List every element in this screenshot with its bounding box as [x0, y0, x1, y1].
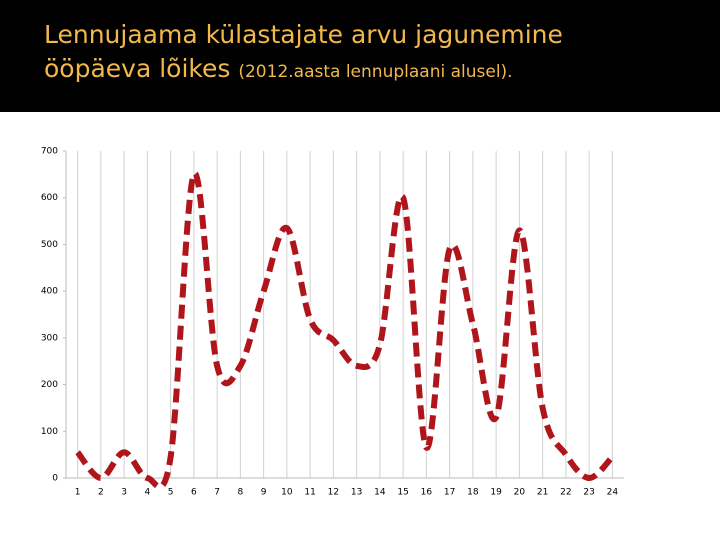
y-tick-label: 700: [41, 147, 58, 157]
x-tick-label: 1: [75, 488, 81, 498]
y-tick-label: 600: [41, 193, 58, 203]
y-tick-label: 500: [41, 240, 58, 250]
x-tick-label: 8: [238, 488, 244, 498]
x-tick-label: 17: [444, 488, 455, 498]
x-tick-label: 18: [467, 488, 479, 498]
y-tick-label: 300: [41, 333, 58, 343]
x-tick-label: 6: [191, 488, 197, 498]
y-tick-label: 200: [41, 380, 58, 390]
x-tick-label: 10: [281, 488, 293, 498]
x-tick-label: 19: [490, 488, 502, 498]
x-tick-label: 4: [145, 488, 151, 498]
x-tick-label: 24: [607, 488, 619, 498]
x-tick-label: 12: [328, 488, 339, 498]
y-tick-label: 100: [41, 427, 58, 437]
x-tick-label: 11: [304, 488, 315, 498]
x-tick-label: 3: [121, 488, 127, 498]
x-tick-label: 20: [514, 488, 526, 498]
y-tick-label: 0: [52, 474, 58, 484]
x-tick-label: 2: [98, 488, 104, 498]
chart-title: Lennujaama külastajate arvu jagunemine ö…: [44, 20, 563, 83]
x-tick-label: 15: [397, 488, 408, 498]
x-tick-label: 9: [261, 488, 267, 498]
x-tick-label: 14: [374, 488, 386, 498]
title-block: Lennujaama külastajate arvu jagunemine ö…: [44, 18, 644, 89]
x-tick-label: 5: [168, 488, 174, 498]
x-tick-label: 16: [421, 488, 433, 498]
x-tick-label: 22: [560, 488, 571, 498]
x-tick-label: 23: [583, 488, 594, 498]
x-tick-label: 13: [351, 488, 362, 498]
x-tick-label: 7: [214, 488, 220, 498]
chart-subtitle: (2012.aasta lennuplaani alusel).: [238, 62, 513, 82]
line-series: [75, 170, 615, 490]
x-tick-label: 21: [537, 488, 548, 498]
header: Lennujaama külastajate arvu jagunemine ö…: [0, 0, 720, 112]
y-tick-label: 400: [41, 287, 58, 297]
